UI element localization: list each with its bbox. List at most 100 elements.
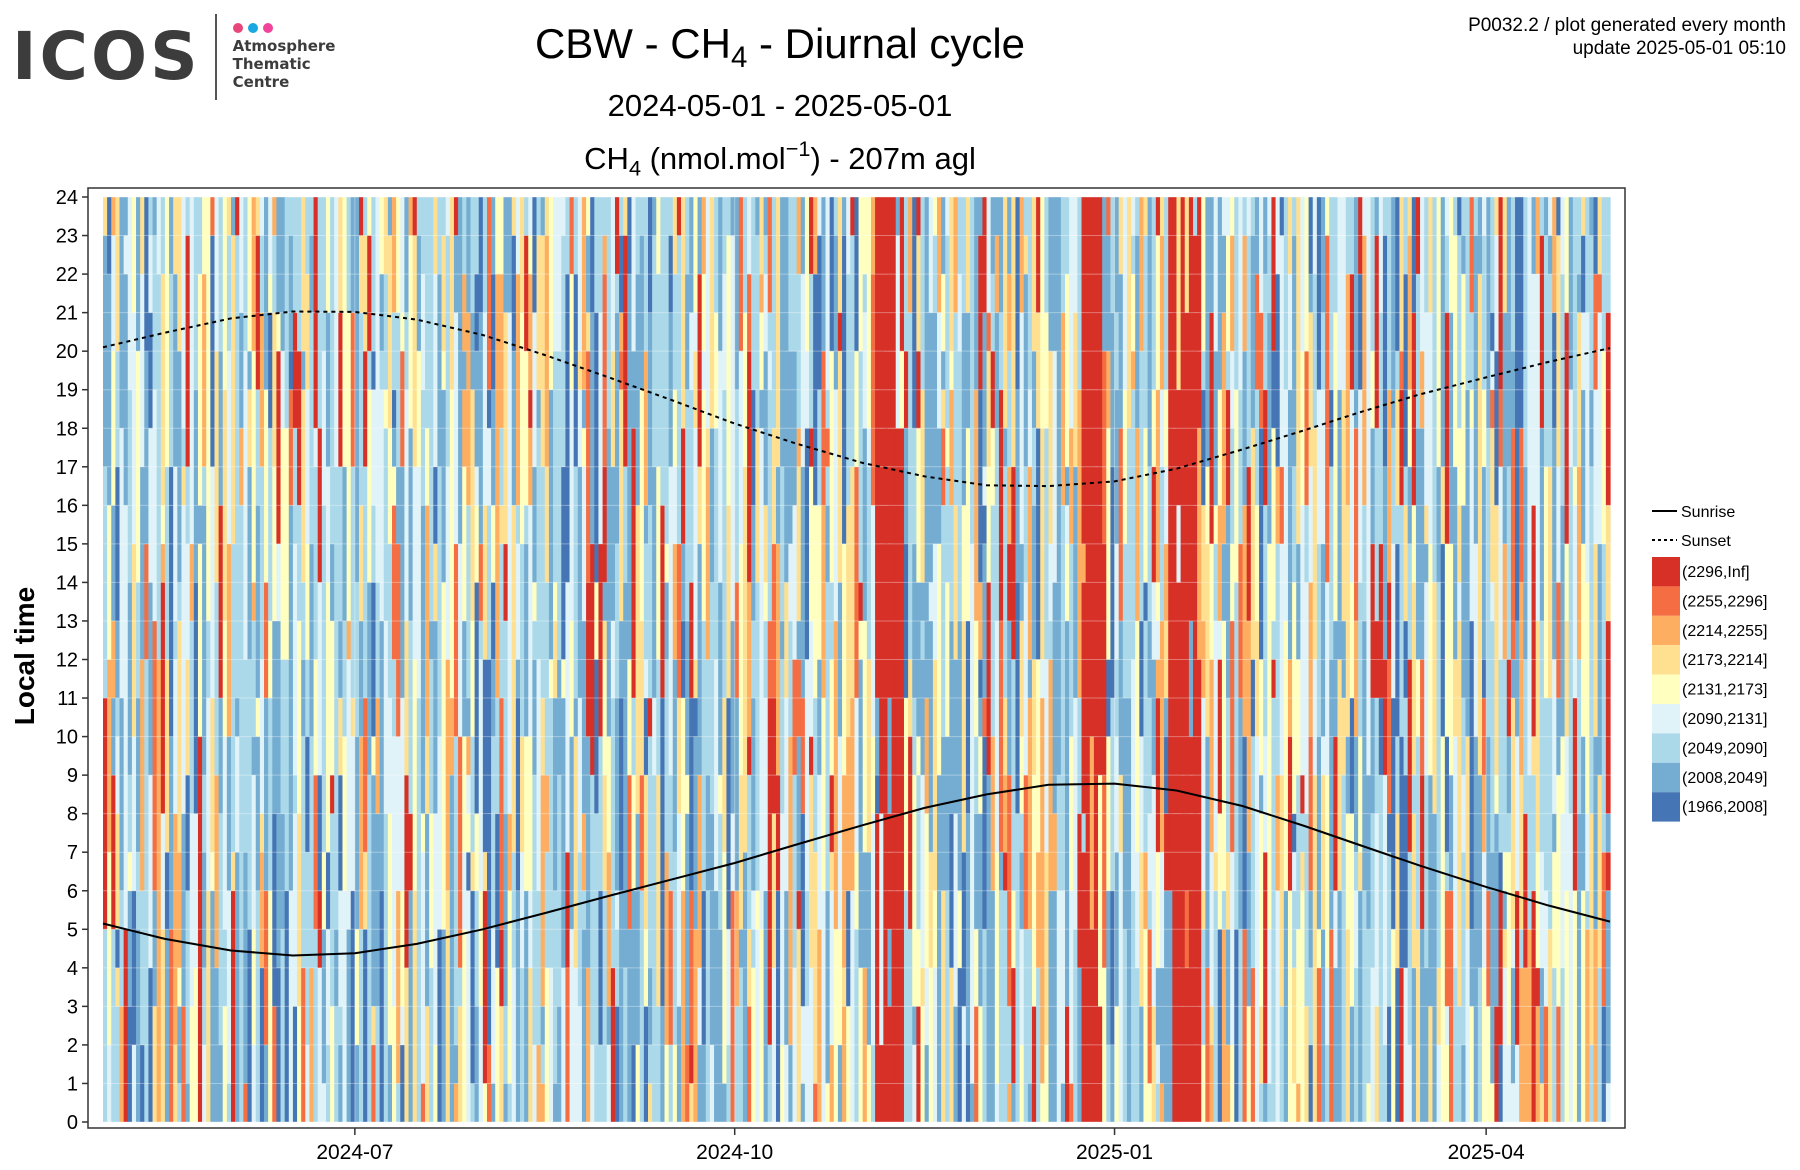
chart-subtitle: 2024-05-01 - 2025-05-01 bbox=[607, 88, 953, 123]
heatmap-cell bbox=[115, 1006, 121, 1123]
heatmap-cell bbox=[1184, 659, 1190, 891]
heatmap-cell bbox=[883, 736, 889, 968]
heatmap-cell bbox=[705, 312, 711, 429]
heatmap-cell bbox=[693, 1006, 699, 1123]
heatmap-cell bbox=[202, 967, 207, 1007]
heatmap-cell bbox=[1118, 235, 1124, 275]
heatmap-cell bbox=[1477, 1044, 1483, 1122]
heatmap-cell bbox=[321, 197, 327, 352]
heatmap-cell bbox=[1605, 620, 1611, 814]
heatmap-cell bbox=[1304, 505, 1310, 583]
heatmap-cell bbox=[268, 312, 273, 429]
heatmap-cell bbox=[1382, 929, 1388, 1045]
heatmap-cell bbox=[1081, 1044, 1087, 1122]
heatmap-cell bbox=[181, 428, 187, 467]
heatmap-cell bbox=[866, 197, 872, 429]
heatmap-cell bbox=[1151, 312, 1157, 390]
heatmap-cell bbox=[272, 1006, 278, 1123]
heatmap-cell bbox=[1395, 389, 1401, 506]
heatmap-cell bbox=[714, 428, 719, 660]
heatmap-cell bbox=[164, 274, 170, 467]
heatmap-cell bbox=[825, 197, 831, 390]
heatmap-cell bbox=[974, 197, 979, 390]
heatmap-cell bbox=[693, 351, 699, 429]
heatmap-cell bbox=[185, 775, 191, 891]
heatmap-cell bbox=[346, 197, 352, 313]
heatmap-cell bbox=[693, 197, 699, 313]
heatmap-cell bbox=[404, 312, 410, 390]
heatmap-cell bbox=[251, 620, 257, 737]
heatmap-cell bbox=[887, 813, 893, 853]
heatmap-cell bbox=[1221, 235, 1227, 313]
heatmap-cell bbox=[210, 852, 216, 891]
heatmap-cell bbox=[1391, 197, 1396, 236]
heatmap-cell bbox=[400, 312, 405, 352]
heatmap-cell bbox=[230, 543, 236, 737]
heatmap-cell bbox=[367, 235, 372, 352]
heatmap-cell bbox=[1461, 274, 1467, 506]
heatmap-cell bbox=[879, 466, 884, 506]
heatmap-cell bbox=[181, 813, 187, 1007]
heatmap-cell bbox=[387, 428, 393, 544]
heatmap-cell bbox=[1358, 197, 1363, 275]
heatmap-cell bbox=[759, 389, 765, 429]
heatmap-cell bbox=[383, 543, 389, 621]
heatmap-cell bbox=[1031, 505, 1037, 660]
heatmap-cell bbox=[1159, 466, 1165, 621]
heatmap-cell bbox=[189, 389, 195, 544]
heatmap-cell bbox=[553, 698, 558, 891]
heatmap-cell bbox=[1597, 775, 1603, 968]
heatmap-cell bbox=[342, 620, 348, 737]
heatmap-cell bbox=[1560, 505, 1566, 737]
heatmap-cell bbox=[1060, 197, 1066, 313]
heatmap-cell bbox=[1304, 582, 1310, 814]
heatmap-cell bbox=[833, 1083, 839, 1122]
heatmap-cell bbox=[648, 736, 653, 930]
heatmap-cell bbox=[709, 582, 715, 814]
legend-bin-label: (2296,Inf] bbox=[1682, 564, 1750, 581]
heatmap-cell bbox=[965, 428, 971, 621]
heatmap-cell bbox=[734, 543, 740, 583]
heatmap-cell bbox=[858, 659, 864, 891]
heatmap-cell bbox=[920, 582, 926, 621]
heatmap-cell bbox=[264, 197, 269, 275]
heatmap-cell bbox=[1424, 967, 1429, 1122]
heatmap-cell bbox=[1019, 929, 1025, 1045]
heatmap-cell bbox=[738, 197, 744, 352]
heatmap-cell bbox=[103, 235, 108, 467]
heatmap-cell bbox=[1341, 1083, 1347, 1122]
heatmap-cell bbox=[371, 389, 377, 506]
heatmap-cell bbox=[1498, 852, 1504, 891]
heatmap-cell bbox=[214, 967, 220, 1122]
heatmap-cell bbox=[379, 890, 385, 1122]
heatmap-cell bbox=[288, 505, 294, 737]
heatmap-cell bbox=[1510, 1083, 1516, 1122]
heatmap-cell bbox=[1519, 428, 1524, 583]
heatmap-cell bbox=[1019, 620, 1025, 737]
heatmap-cell bbox=[1370, 698, 1376, 814]
heatmap-cell bbox=[1457, 813, 1462, 1007]
heatmap-cell bbox=[1316, 197, 1322, 390]
heatmap-cell bbox=[1151, 775, 1157, 1007]
heatmap-cell bbox=[606, 1044, 612, 1122]
heatmap-cell bbox=[631, 698, 637, 776]
heatmap-cell bbox=[635, 505, 641, 660]
heatmap-cell bbox=[392, 312, 397, 390]
heatmap-cell bbox=[1267, 1083, 1273, 1122]
heatmap-cell bbox=[1192, 1044, 1198, 1122]
heatmap-cell bbox=[965, 312, 971, 429]
heatmap-cell bbox=[643, 1006, 649, 1123]
heatmap-cell bbox=[1300, 775, 1306, 814]
heatmap-cell bbox=[1515, 890, 1520, 1045]
heatmap-cell bbox=[325, 312, 331, 467]
heatmap-cell bbox=[334, 1006, 339, 1123]
heatmap-cell bbox=[1411, 582, 1417, 776]
heatmap-cell bbox=[396, 1083, 401, 1122]
heatmap-cell bbox=[1003, 698, 1008, 737]
heatmap-cell bbox=[1370, 197, 1376, 352]
heatmap-cell bbox=[1568, 197, 1574, 390]
heatmap-cell bbox=[1159, 197, 1165, 236]
heatmap-cell bbox=[259, 235, 265, 313]
heatmap-cell bbox=[177, 967, 183, 1007]
heatmap-cell bbox=[412, 466, 418, 660]
